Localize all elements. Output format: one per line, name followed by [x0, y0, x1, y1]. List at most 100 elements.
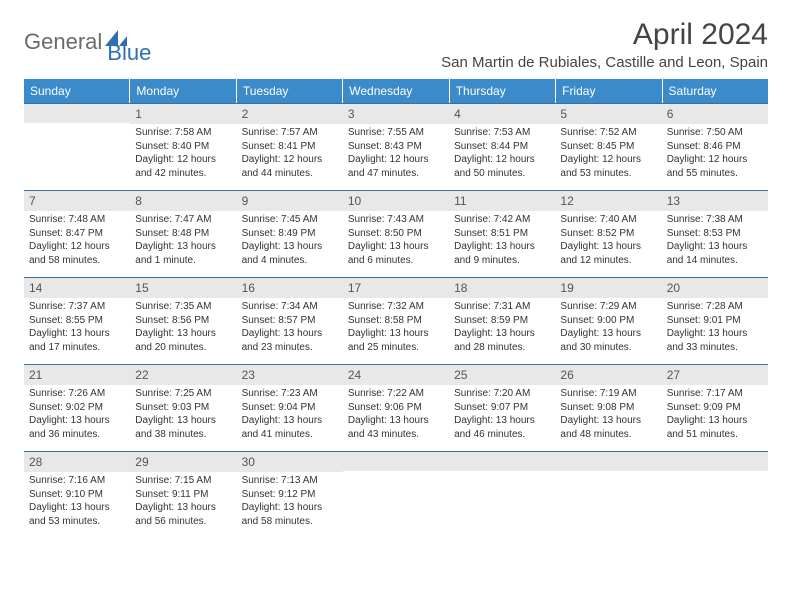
day1-label: Daylight: 13 hours — [560, 327, 656, 341]
day-number-empty — [24, 104, 130, 123]
day1-label: Daylight: 12 hours — [242, 153, 338, 167]
day-cell: 20Sunrise: 7:28 AMSunset: 9:01 PMDayligh… — [662, 278, 768, 364]
day-cell: 13Sunrise: 7:38 AMSunset: 8:53 PMDayligh… — [662, 191, 768, 277]
day2-label: and 36 minutes. — [29, 428, 125, 442]
day2-label: and 23 minutes. — [242, 341, 338, 355]
sunset-label: Sunset: 9:08 PM — [560, 401, 656, 415]
day-number: 12 — [555, 191, 661, 211]
day1-label: Daylight: 13 hours — [454, 414, 550, 428]
day2-label: and 51 minutes. — [667, 428, 763, 442]
sunrise-label: Sunrise: 7:45 AM — [242, 213, 338, 227]
day-number: 17 — [343, 278, 449, 298]
day1-label: Daylight: 13 hours — [560, 414, 656, 428]
sunset-label: Sunset: 9:07 PM — [454, 401, 550, 415]
day1-label: Daylight: 13 hours — [454, 240, 550, 254]
sunset-label: Sunset: 9:11 PM — [135, 488, 231, 502]
logo-text-general: General — [24, 29, 102, 55]
calendar: SundayMondayTuesdayWednesdayThursdayFrid… — [24, 79, 768, 538]
sunset-label: Sunset: 8:53 PM — [667, 227, 763, 241]
day-cell: 9Sunrise: 7:45 AMSunset: 8:49 PMDaylight… — [237, 191, 343, 277]
day-number: 5 — [555, 104, 661, 124]
sunset-label: Sunset: 8:52 PM — [560, 227, 656, 241]
day1-label: Daylight: 13 hours — [242, 327, 338, 341]
sunset-label: Sunset: 8:51 PM — [454, 227, 550, 241]
day2-label: and 4 minutes. — [242, 254, 338, 268]
sunset-label: Sunset: 9:02 PM — [29, 401, 125, 415]
sunset-label: Sunset: 8:48 PM — [135, 227, 231, 241]
sunrise-label: Sunrise: 7:47 AM — [135, 213, 231, 227]
day1-label: Daylight: 13 hours — [348, 240, 444, 254]
day-cell: 4Sunrise: 7:53 AMSunset: 8:44 PMDaylight… — [449, 104, 555, 190]
day-cell: 11Sunrise: 7:42 AMSunset: 8:51 PMDayligh… — [449, 191, 555, 277]
sunrise-label: Sunrise: 7:42 AM — [454, 213, 550, 227]
day2-label: and 43 minutes. — [348, 428, 444, 442]
day-number: 4 — [449, 104, 555, 124]
day1-label: Daylight: 13 hours — [242, 501, 338, 515]
sunset-label: Sunset: 8:57 PM — [242, 314, 338, 328]
day1-label: Daylight: 13 hours — [242, 414, 338, 428]
day1-label: Daylight: 13 hours — [348, 327, 444, 341]
sunrise-label: Sunrise: 7:40 AM — [560, 213, 656, 227]
day2-label: and 17 minutes. — [29, 341, 125, 355]
title-block: April 2024 San Martin de Rubiales, Casti… — [441, 18, 768, 71]
day-cell: 29Sunrise: 7:15 AMSunset: 9:11 PMDayligh… — [130, 452, 236, 538]
day2-label: and 44 minutes. — [242, 167, 338, 181]
day1-label: Daylight: 12 hours — [29, 240, 125, 254]
day-number: 20 — [662, 278, 768, 298]
sunrise-label: Sunrise: 7:38 AM — [667, 213, 763, 227]
day1-label: Daylight: 13 hours — [454, 327, 550, 341]
week-row: 28Sunrise: 7:16 AMSunset: 9:10 PMDayligh… — [24, 451, 768, 538]
day-cell: 23Sunrise: 7:23 AMSunset: 9:04 PMDayligh… — [237, 365, 343, 451]
sunset-label: Sunset: 8:44 PM — [454, 140, 550, 154]
day-number: 22 — [130, 365, 236, 385]
day-header-wednesday: Wednesday — [343, 79, 449, 103]
day1-label: Daylight: 13 hours — [667, 414, 763, 428]
sunset-label: Sunset: 8:47 PM — [29, 227, 125, 241]
day-cell: 1Sunrise: 7:58 AMSunset: 8:40 PMDaylight… — [130, 104, 236, 190]
sunset-label: Sunset: 9:06 PM — [348, 401, 444, 415]
day2-label: and 14 minutes. — [667, 254, 763, 268]
day-cell: 27Sunrise: 7:17 AMSunset: 9:09 PMDayligh… — [662, 365, 768, 451]
day2-label: and 50 minutes. — [454, 167, 550, 181]
day1-label: Daylight: 13 hours — [667, 327, 763, 341]
day1-label: Daylight: 13 hours — [135, 327, 231, 341]
sunset-label: Sunset: 8:55 PM — [29, 314, 125, 328]
day-number: 8 — [130, 191, 236, 211]
week-row: 7Sunrise: 7:48 AMSunset: 8:47 PMDaylight… — [24, 190, 768, 277]
sunset-label: Sunset: 9:01 PM — [667, 314, 763, 328]
sunrise-label: Sunrise: 7:16 AM — [29, 474, 125, 488]
sunset-label: Sunset: 8:45 PM — [560, 140, 656, 154]
day-number: 3 — [343, 104, 449, 124]
sunrise-label: Sunrise: 7:35 AM — [135, 300, 231, 314]
day-number: 26 — [555, 365, 661, 385]
sunset-label: Sunset: 9:10 PM — [29, 488, 125, 502]
day1-label: Daylight: 13 hours — [135, 501, 231, 515]
sunrise-label: Sunrise: 7:13 AM — [242, 474, 338, 488]
day-cell: 26Sunrise: 7:19 AMSunset: 9:08 PMDayligh… — [555, 365, 661, 451]
sunrise-label: Sunrise: 7:26 AM — [29, 387, 125, 401]
sunset-label: Sunset: 8:50 PM — [348, 227, 444, 241]
day-number: 16 — [237, 278, 343, 298]
day-number: 27 — [662, 365, 768, 385]
day2-label: and 58 minutes. — [242, 515, 338, 529]
day-cell: 19Sunrise: 7:29 AMSunset: 9:00 PMDayligh… — [555, 278, 661, 364]
day-number: 1 — [130, 104, 236, 124]
sunset-label: Sunset: 9:12 PM — [242, 488, 338, 502]
day2-label: and 41 minutes. — [242, 428, 338, 442]
sunrise-label: Sunrise: 7:22 AM — [348, 387, 444, 401]
sunset-label: Sunset: 8:56 PM — [135, 314, 231, 328]
day2-label: and 25 minutes. — [348, 341, 444, 355]
day2-label: and 53 minutes. — [29, 515, 125, 529]
day2-label: and 33 minutes. — [667, 341, 763, 355]
sunrise-label: Sunrise: 7:31 AM — [454, 300, 550, 314]
sunset-label: Sunset: 9:00 PM — [560, 314, 656, 328]
day-cell: 30Sunrise: 7:13 AMSunset: 9:12 PMDayligh… — [237, 452, 343, 538]
sunset-label: Sunset: 8:41 PM — [242, 140, 338, 154]
day-number: 24 — [343, 365, 449, 385]
logo: General Blue — [24, 18, 151, 66]
sunrise-label: Sunrise: 7:20 AM — [454, 387, 550, 401]
day-cell: 28Sunrise: 7:16 AMSunset: 9:10 PMDayligh… — [24, 452, 130, 538]
day-number-empty — [449, 452, 555, 471]
day-number: 14 — [24, 278, 130, 298]
sunrise-label: Sunrise: 7:37 AM — [29, 300, 125, 314]
